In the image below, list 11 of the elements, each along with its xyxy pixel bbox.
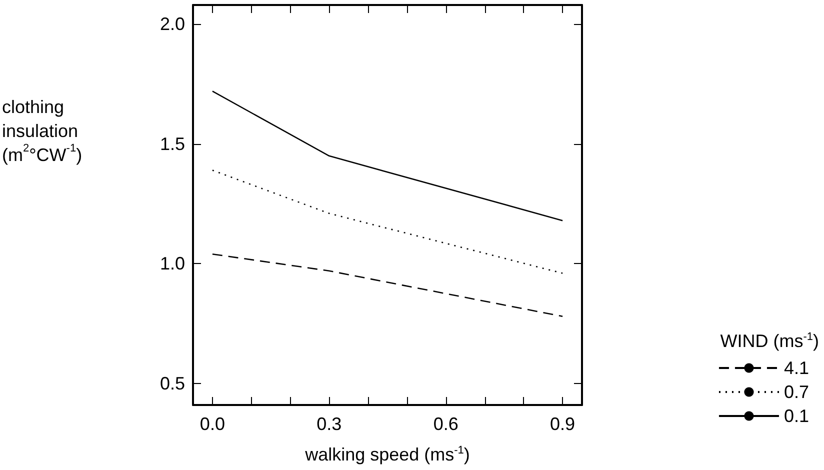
y-tick-label: 0.5 [160, 373, 185, 394]
y-tick-label: 1.0 [160, 254, 185, 274]
y-tick-label: 1.5 [160, 134, 185, 154]
x-tick-label: 0.0 [200, 414, 225, 434]
legend-label: 0.7 [784, 382, 810, 402]
legend-label: 4.1 [784, 358, 810, 378]
x-tick-label: 0.9 [550, 414, 576, 434]
x-tick-label: 0.6 [433, 414, 458, 434]
x-tick-label: 0.3 [316, 414, 342, 434]
y-tick-label: 2.0 [160, 14, 185, 34]
legend-label: 0.1 [784, 406, 810, 426]
